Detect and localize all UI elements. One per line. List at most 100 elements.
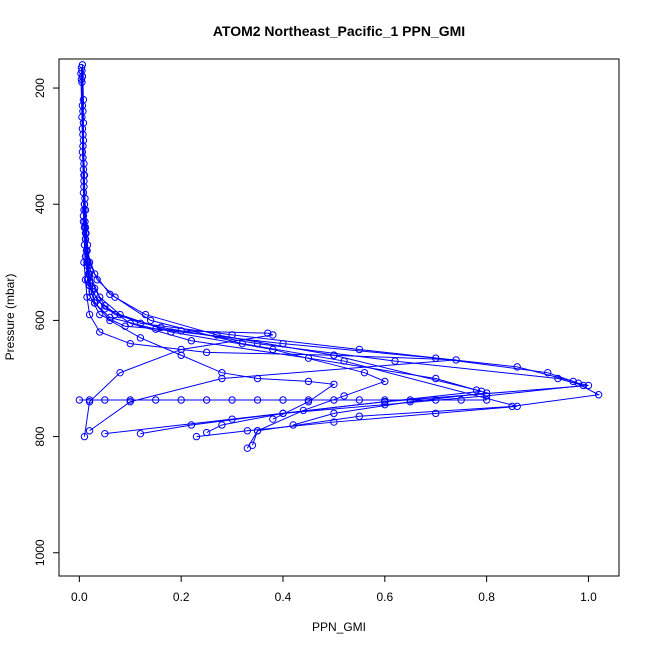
data-point: [75, 396, 84, 404]
data-point: [202, 348, 211, 357]
data-point: [253, 374, 262, 383]
data-point: [202, 396, 211, 404]
data-point: [152, 396, 160, 404]
x-tick-label: 0.0: [71, 590, 88, 604]
data-point: [340, 392, 348, 400]
data-point: [264, 329, 272, 337]
data-point: [269, 415, 277, 423]
data-point: [355, 345, 364, 354]
data-point: [126, 396, 134, 404]
data-point: [330, 351, 338, 359]
data-point: [253, 427, 262, 435]
data-point: [360, 368, 369, 377]
data-point: [513, 363, 521, 371]
data-point: [340, 357, 348, 365]
data-point: [79, 130, 87, 139]
data-point: [432, 396, 440, 404]
y-tick-label: 1000: [33, 539, 47, 566]
data-point: [85, 270, 94, 278]
data-point: [228, 331, 236, 339]
series-line: [80, 73, 273, 437]
data-point: [218, 421, 226, 429]
data-point: [594, 391, 603, 399]
data-point: [381, 396, 389, 404]
data-point: [248, 441, 257, 449]
data-point: [101, 302, 109, 310]
plot-frame: [58, 58, 620, 577]
data-point: [101, 429, 109, 438]
y-tick-label: 400: [33, 194, 47, 214]
data-point: [86, 293, 95, 301]
x-tick-label: 0.8: [478, 590, 495, 604]
y-tick-label: 600: [33, 310, 47, 330]
data-point: [457, 396, 465, 404]
data-point: [579, 381, 588, 390]
data-point: [330, 396, 338, 404]
data-point: [177, 396, 185, 404]
data-point: [432, 374, 440, 383]
data-point: [116, 368, 124, 377]
data-point: [554, 374, 562, 383]
data-point: [253, 396, 262, 404]
chart-title: ATOM2 Northeast_Pacific_1 PPN_GMI: [213, 23, 465, 39]
data-point: [78, 78, 86, 86]
data-point: [167, 328, 175, 336]
data-point: [482, 396, 491, 404]
data-point: [136, 429, 145, 438]
data-point: [330, 418, 338, 426]
data-point: [177, 351, 185, 359]
data-point: [584, 381, 593, 390]
data-point: [96, 293, 104, 301]
data-point: [106, 316, 114, 325]
y-axis: 200 400 600 800 1000: [33, 78, 60, 566]
data-point: [432, 409, 440, 418]
x-tick-label: 0.6: [376, 590, 393, 604]
data-point: [136, 334, 145, 342]
data-point: [85, 396, 94, 404]
data-point: [79, 217, 88, 226]
data-point: [101, 396, 109, 404]
data-point: [355, 396, 364, 404]
x-tick-label: 1.0: [580, 590, 597, 604]
data-point: [304, 377, 313, 386]
series-line: [81, 76, 584, 433]
data-point: [391, 357, 399, 365]
data-point: [187, 421, 196, 429]
y-tick-label: 800: [33, 426, 47, 446]
data-point: [80, 171, 88, 179]
data-point: [77, 75, 86, 84]
data-point: [279, 396, 287, 404]
data-point: [116, 310, 124, 319]
data-point: [126, 339, 134, 348]
data-point: [544, 368, 552, 377]
data-point: [80, 432, 89, 441]
x-tick-label: 0.2: [173, 590, 190, 604]
data-point: [472, 386, 481, 394]
series-line: [84, 233, 518, 438]
data-point: [330, 409, 338, 418]
series-line: [81, 82, 487, 426]
data-point: [330, 380, 338, 389]
data-point: [77, 64, 86, 72]
data-layer: [75, 61, 603, 452]
data-point: [218, 374, 226, 383]
y-tick-label: 200: [33, 78, 47, 98]
data-point: [304, 396, 313, 404]
data-point: [80, 200, 89, 208]
data-point: [85, 310, 94, 319]
data-point: [96, 328, 104, 336]
data-point: [477, 387, 486, 395]
data-point: [146, 316, 155, 325]
data-point: [192, 432, 201, 441]
data-point: [482, 389, 491, 397]
series-line: [80, 79, 336, 420]
x-axis: 0.0 0.2 0.4 0.6 0.8 1.0: [71, 575, 597, 604]
data-point: [187, 337, 196, 345]
series-line: [83, 204, 387, 446]
series-line: [80, 67, 589, 435]
data-point: [218, 368, 226, 377]
data-point: [381, 377, 389, 386]
data-point: [93, 276, 101, 284]
data-point: [513, 402, 521, 411]
data-point: [279, 409, 287, 418]
